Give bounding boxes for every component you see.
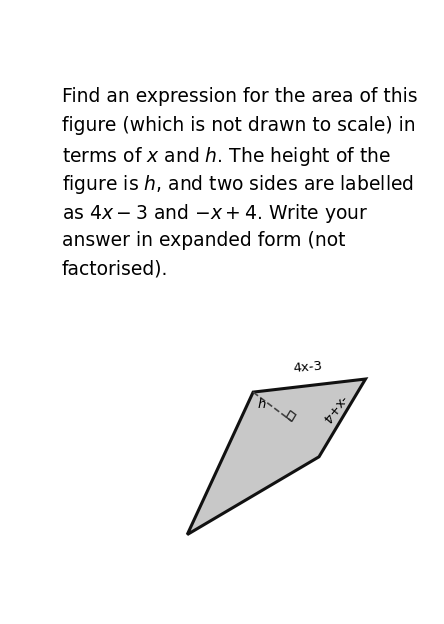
Text: -x+4: -x+4 <box>318 392 349 424</box>
Text: 4x-3: 4x-3 <box>293 359 324 375</box>
Text: h: h <box>258 398 266 411</box>
Text: figure is $h$, and two sides are labelled: figure is $h$, and two sides are labelle… <box>62 173 414 197</box>
Text: as $4x - 3$ and $-x + 4$. Write your: as $4x - 3$ and $-x + 4$. Write your <box>62 202 368 225</box>
Text: terms of $x$ and $h$. The height of the: terms of $x$ and $h$. The height of the <box>62 145 391 168</box>
Polygon shape <box>187 379 365 535</box>
Text: factorised).: factorised). <box>62 260 168 279</box>
Text: figure (which is not drawn to scale) in: figure (which is not drawn to scale) in <box>62 115 415 135</box>
Text: answer in expanded form (not: answer in expanded form (not <box>62 231 345 250</box>
Text: Find an expression for the area of this: Find an expression for the area of this <box>62 87 417 106</box>
